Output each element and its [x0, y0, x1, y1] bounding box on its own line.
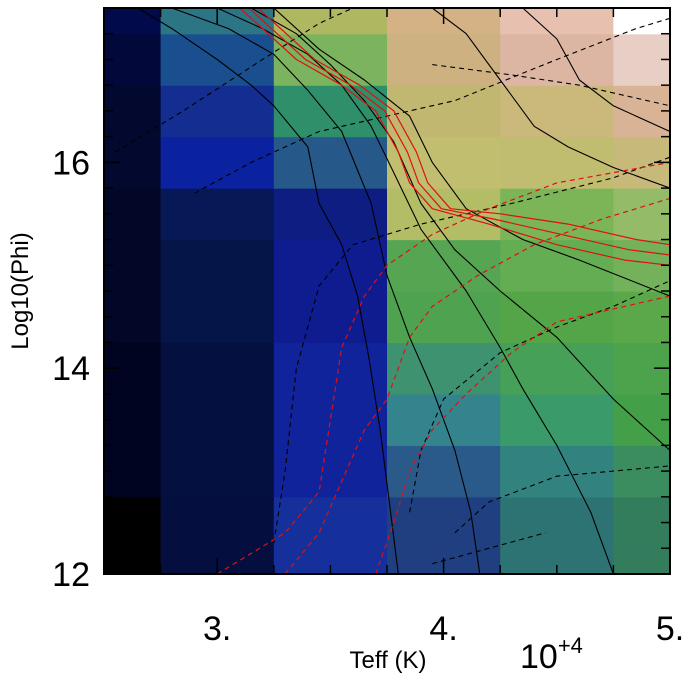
- heatmap-cell: [104, 239, 162, 292]
- y-tick-label: 16: [52, 144, 90, 182]
- contour-line-dashed: [409, 280, 670, 513]
- heatmap-cell: [387, 445, 501, 498]
- heatmap-cell: [500, 136, 614, 189]
- heatmap-cell: [387, 496, 501, 549]
- y-axis-title: Log10(Phi): [7, 232, 34, 349]
- heatmap-cell: [500, 291, 614, 344]
- contour-line-dashed: [115, 8, 354, 153]
- heatmap-cell: [273, 445, 388, 498]
- heatmap-cell: [273, 291, 388, 344]
- heatmap-cell: [160, 136, 275, 189]
- heatmap-cell: [613, 496, 670, 549]
- heatmap-cell: [273, 496, 388, 549]
- heatmap-cell: [387, 342, 501, 395]
- heatmap-cell: [104, 496, 162, 549]
- heatmap-cell: [160, 239, 275, 292]
- y-tick-label: 14: [52, 350, 90, 388]
- heatmap-cell: [500, 239, 614, 292]
- heatmap-cell: [500, 85, 614, 138]
- heatmap-cell: [273, 393, 388, 446]
- y-tick-label: 12: [52, 556, 90, 594]
- contour-line-dashed: [284, 197, 670, 574]
- contour-line-solid: [248, 8, 670, 256]
- heatmap-cell: [613, 188, 670, 241]
- contour-line-solid: [431, 8, 670, 189]
- heatmap-cell: [104, 548, 162, 574]
- contour-line-dashed: [216, 161, 670, 574]
- x-axis-multiplier: 10+4: [520, 633, 583, 676]
- heatmap-cell: [500, 342, 614, 395]
- x-tick-label: 5.: [656, 610, 684, 648]
- heatmap-cell: [273, 188, 388, 241]
- contour-line-solid: [239, 8, 670, 266]
- x-axis-title: Teff (K): [350, 647, 427, 674]
- heatmap-cell: [613, 85, 670, 138]
- heatmap-cell: [104, 85, 162, 138]
- contour-line-dashed: [273, 156, 670, 544]
- contour-line-solid: [257, 8, 670, 246]
- contour-line-solid: [522, 8, 670, 133]
- x-tick-label: 3.: [203, 610, 231, 648]
- contour-line-solid: [137, 8, 399, 574]
- heatmap-cell: [160, 188, 275, 241]
- heatmap-cell: [160, 85, 275, 138]
- heatmap-cell: [387, 239, 501, 292]
- heatmap-cell: [273, 239, 388, 292]
- heatmap-cell: [273, 342, 388, 395]
- heatmap-cell: [104, 8, 162, 35]
- axis-ticks: 3. 4. 5. 12 14 16: [52, 8, 684, 648]
- contour-line-dashed: [375, 295, 670, 574]
- heatmap-cell: [104, 291, 162, 344]
- x-multiplier-exponent: +4: [558, 633, 583, 658]
- contour-line-solid: [216, 8, 614, 574]
- heatmap-cell: [387, 136, 501, 189]
- heatmap-cell: [387, 291, 501, 344]
- contour-line-solid: [250, 8, 670, 451]
- heatmap-cell: [273, 33, 388, 86]
- heatmap-cell: [273, 136, 388, 189]
- contour-line-solid: [171, 8, 481, 574]
- heatmap-cell: [613, 445, 670, 498]
- heatmap-cell: [613, 548, 670, 574]
- heatmap-cell: [387, 85, 501, 138]
- heatmap-cell: [613, 291, 670, 344]
- heatmap-cell: [104, 33, 162, 86]
- contour-line-dashed: [432, 64, 670, 107]
- heatmap-cell: [613, 393, 670, 446]
- heatmap-cell: [500, 445, 614, 498]
- heatmap-cell: [104, 445, 162, 498]
- heatmap-cell: [613, 33, 670, 86]
- heatmap-cell: [160, 496, 275, 549]
- heatmap-cell: [160, 342, 275, 395]
- contour-line-solid: [115, 511, 161, 524]
- heatmap-cell: [387, 188, 501, 241]
- heatmap-cell: [613, 8, 670, 35]
- heatmap-cell: [104, 393, 162, 446]
- x-tick-label: 4.: [429, 610, 457, 648]
- heatmap-cell: [500, 393, 614, 446]
- x-multiplier-base: 10: [520, 638, 558, 676]
- contour-line-dashed: [432, 532, 546, 565]
- contour-line-solid: [273, 8, 670, 297]
- contour-line-dashed: [454, 465, 670, 534]
- contour-line-dashed: [194, 17, 670, 194]
- heatmap-cell: [104, 188, 162, 241]
- contour-lines: [115, 8, 670, 574]
- heatmap-cell: [387, 33, 501, 86]
- heatmap-cell: [160, 393, 275, 446]
- heatmap-cell: [500, 496, 614, 549]
- heatmap-cell: [160, 291, 275, 344]
- heatmap-cell: [160, 445, 275, 498]
